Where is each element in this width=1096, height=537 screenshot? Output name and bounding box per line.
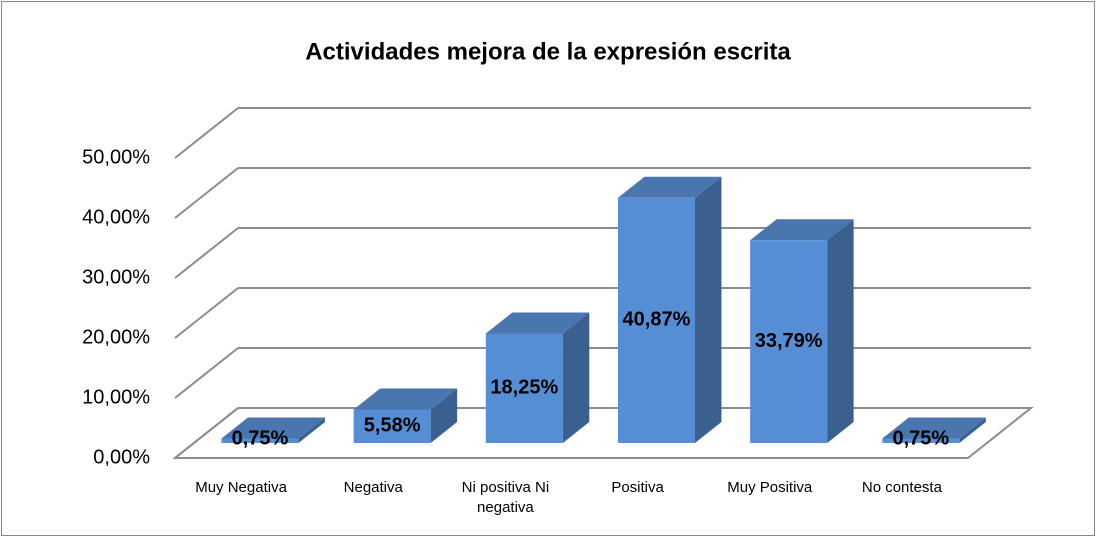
y-tick-label: 40,00% [82, 206, 150, 228]
data-label: 33,79% [755, 330, 823, 352]
grid-line [174, 227, 239, 279]
y-tick-label: 0,00% [93, 446, 150, 468]
grid-line [174, 107, 239, 159]
y-tick-label: 10,00% [82, 386, 150, 408]
bar-top [353, 388, 458, 410]
y-tick-label: 20,00% [82, 326, 150, 348]
grid-line [174, 167, 239, 219]
data-label: 18,25% [490, 377, 558, 399]
x-tick-label: Ni positiva Ni negativa [461, 479, 550, 516]
bar-side [827, 219, 854, 443]
bar-top [485, 312, 590, 334]
grid-line [174, 407, 239, 459]
bar-top [750, 219, 854, 241]
bar-top [221, 417, 325, 439]
bar-top [617, 176, 722, 198]
chart-title: Actividades mejora de la expresión escri… [305, 38, 791, 65]
y-tick-label: 50,00% [82, 146, 150, 168]
bar-side [430, 388, 458, 443]
bar [221, 438, 299, 443]
data-label: 0,75% [892, 427, 949, 449]
bar [750, 240, 828, 443]
bar-side [298, 417, 325, 443]
data-label: 5,58% [364, 415, 421, 437]
grid-line [174, 347, 239, 399]
x-tick-label: No contesta [861, 479, 942, 496]
bar [485, 333, 563, 443]
data-label: 0,75% [232, 427, 289, 449]
bar [353, 409, 431, 443]
bar-side [959, 417, 986, 443]
x-tick-label: Positiva [611, 479, 664, 496]
x-tick-label: Muy Positiva [727, 479, 813, 496]
bar-side [694, 176, 722, 443]
grid-line [174, 287, 239, 339]
x-tick-label: Muy Negativa [195, 479, 287, 496]
y-tick-label: 30,00% [82, 266, 150, 288]
bar-top [882, 417, 986, 439]
x-tick-label: Negativa [343, 479, 403, 496]
data-label: 40,87% [623, 309, 691, 331]
bar [617, 197, 695, 443]
bar-side [562, 312, 590, 443]
bar [882, 438, 960, 443]
